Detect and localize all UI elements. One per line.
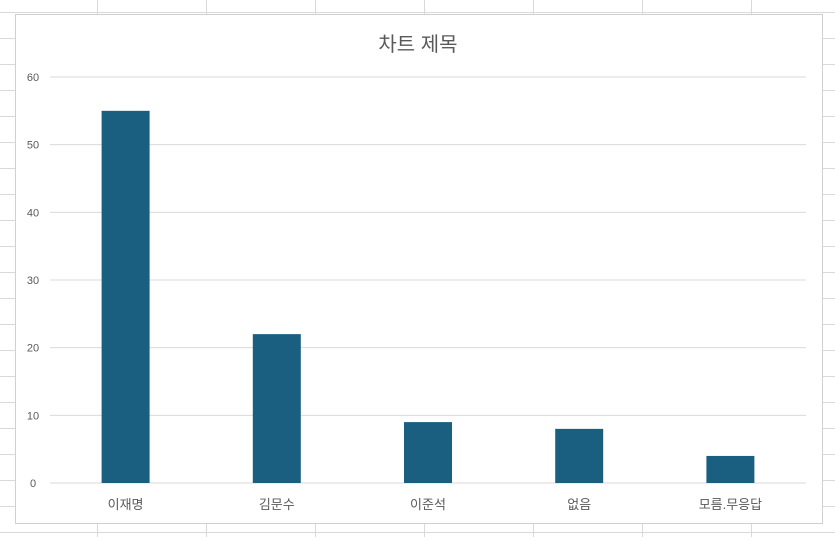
bar[interactable] [101, 110, 150, 483]
bar[interactable] [555, 428, 604, 483]
y-tick-label: 60 [27, 72, 39, 84]
x-tick-label: 이준석 [410, 497, 446, 512]
y-tick-label: 30 [27, 275, 39, 287]
y-tick-label: 20 [27, 343, 39, 355]
y-tick-label: 50 [27, 140, 39, 152]
y-tick-label: 10 [27, 410, 39, 422]
chart-title[interactable]: 차트 제목 [378, 33, 457, 56]
y-tick-label: 0 [30, 478, 36, 490]
x-tick-label: 없음 [567, 497, 591, 512]
bar[interactable] [252, 334, 301, 483]
x-tick-label: 모름.무응답 [699, 497, 762, 512]
y-tick-label: 40 [27, 207, 39, 219]
bar[interactable] [706, 455, 755, 483]
x-tick-label: 이재명 [108, 497, 144, 512]
x-tick-label: 김문수 [259, 497, 295, 512]
bar[interactable] [404, 422, 452, 483]
